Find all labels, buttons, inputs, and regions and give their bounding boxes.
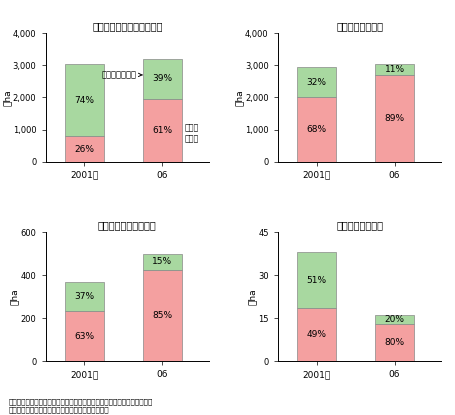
Text: 68%: 68%	[307, 125, 327, 134]
Bar	[143, 59, 182, 99]
Title: （とうもろこし（米国））: （とうもろこし（米国））	[92, 21, 162, 31]
Bar	[297, 67, 336, 97]
Text: 15%: 15%	[152, 257, 172, 266]
Y-axis label: 万ha: 万ha	[235, 89, 243, 106]
Text: 51%: 51%	[307, 276, 327, 285]
Title: （なたね（カナダ））: （なたね（カナダ））	[98, 220, 157, 230]
Text: 49%: 49%	[307, 330, 327, 339]
Bar	[375, 325, 414, 361]
Bar	[143, 99, 182, 162]
Bar	[297, 308, 336, 361]
Title: （ワタ（豪州））: （ワタ（豪州））	[336, 220, 383, 230]
Bar	[65, 311, 104, 361]
Bar	[143, 254, 182, 270]
Bar	[375, 75, 414, 162]
Text: 32%: 32%	[307, 78, 327, 87]
Text: 89%: 89%	[384, 114, 404, 123]
Text: 非遺伝子組換え: 非遺伝子組換え	[101, 70, 142, 79]
Text: 85%: 85%	[152, 311, 172, 320]
Bar	[297, 97, 336, 162]
Text: 20%: 20%	[384, 315, 404, 325]
Y-axis label: 万ha: 万ha	[10, 288, 19, 305]
Text: 74%: 74%	[75, 95, 95, 105]
Text: 26%: 26%	[75, 144, 95, 154]
Bar	[65, 282, 104, 311]
Text: 遺伝子
組換え: 遺伝子 組換え	[184, 124, 198, 144]
Text: 61%: 61%	[152, 126, 172, 135]
Text: 80%: 80%	[384, 338, 404, 347]
Bar	[375, 64, 414, 75]
Text: 63%: 63%	[74, 332, 95, 341]
Bar	[297, 252, 336, 308]
Y-axis label: 万ha: 万ha	[2, 89, 11, 106]
Bar	[65, 64, 104, 136]
Text: 39%: 39%	[152, 74, 172, 83]
Text: 37%: 37%	[74, 292, 95, 301]
Bar	[143, 270, 182, 361]
Bar	[375, 315, 414, 325]
Text: 11%: 11%	[384, 65, 404, 73]
Y-axis label: 万ha: 万ha	[248, 288, 257, 305]
Text: 資料：米国農務省、国際アグリバイオ事業団、豪州農漁林業省、豪州農業
　　　資源経済済局の資料を基に農林水産省で作成: 資料：米国農務省、国際アグリバイオ事業団、豪州農漁林業省、豪州農業 資源経済済局…	[9, 399, 153, 413]
Bar	[65, 136, 104, 162]
Title: （大豆（米国））: （大豆（米国））	[336, 21, 383, 31]
